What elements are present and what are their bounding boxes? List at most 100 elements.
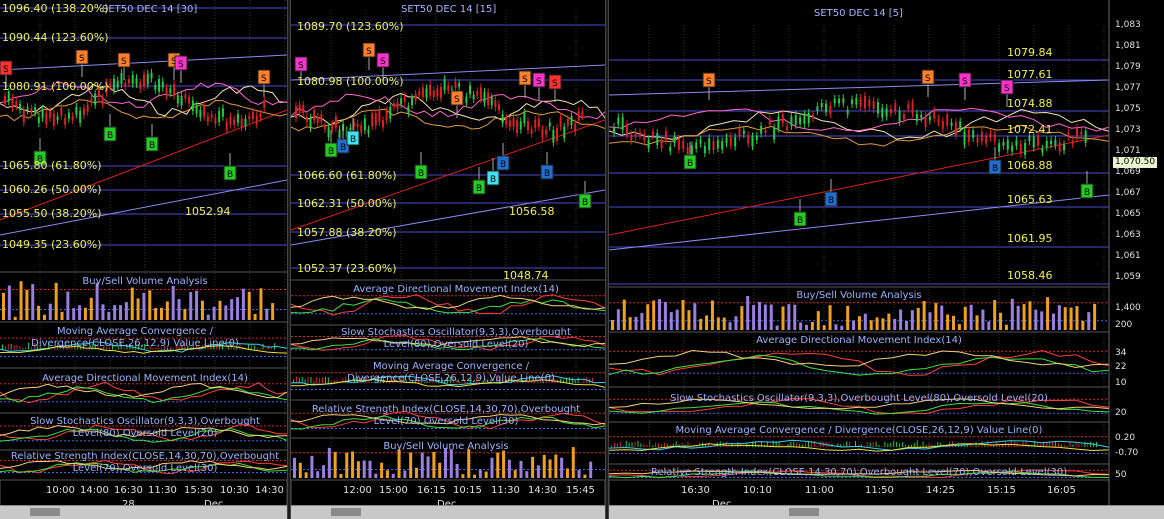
macd-histogram-bar xyxy=(316,376,318,384)
volume-bar xyxy=(236,297,240,320)
chart-pane-5min[interactable]: S S S S B B B B B SET50 DEC 14 [5] 1079.84 1077.… xyxy=(609,0,1164,519)
fib-level-label: 1065.80 (61.80%) xyxy=(2,159,102,172)
macd-histogram-bar xyxy=(913,442,915,448)
macd-histogram-bar xyxy=(769,444,771,448)
horizontal-scrollbar[interactable] xyxy=(609,505,1164,519)
indicator-line xyxy=(0,386,287,404)
candle-body xyxy=(389,106,392,119)
macd-histogram-bar xyxy=(1007,443,1009,448)
candle-body xyxy=(71,116,74,120)
indicator-tick: 0.20 xyxy=(1115,433,1136,443)
volume-bar xyxy=(461,474,465,478)
candle-body xyxy=(421,87,424,97)
macd-histogram-bar xyxy=(611,445,612,448)
scrollbar-thumb[interactable] xyxy=(331,508,361,516)
volume-bar xyxy=(675,309,679,330)
volume-bar xyxy=(565,468,569,478)
pane-splitter[interactable] xyxy=(287,0,291,519)
time-tick: 10:15 xyxy=(453,485,482,496)
candle-body xyxy=(1032,136,1035,148)
macd-histogram-bar xyxy=(502,379,504,384)
candle-body xyxy=(833,98,836,104)
candle-body xyxy=(378,109,381,122)
macd-histogram-bar xyxy=(734,445,736,448)
time-tick: 11:00 xyxy=(805,485,834,496)
candle-body xyxy=(859,98,862,107)
candle-body xyxy=(537,118,540,128)
candle-body xyxy=(751,136,754,147)
candle-body xyxy=(625,124,628,136)
volume-bar xyxy=(904,320,908,330)
candle-body xyxy=(764,129,767,133)
macd-histogram-bar xyxy=(109,347,111,350)
volume-bar xyxy=(54,282,58,320)
indicator-line xyxy=(609,469,1110,479)
macd-histogram-bar xyxy=(126,344,128,350)
chart-canvas-5min[interactable]: S S S S B B B B B xyxy=(609,0,1164,519)
moving-average-line xyxy=(609,124,1110,147)
macd-histogram-bar xyxy=(646,445,648,448)
macd-histogram-bar xyxy=(778,441,780,448)
candle-body xyxy=(176,95,179,104)
candle-body xyxy=(885,108,888,117)
volume-bar xyxy=(957,324,961,330)
macd-histogram-bar xyxy=(928,443,930,448)
candle-body xyxy=(742,130,745,135)
horizontal-scrollbar[interactable] xyxy=(291,505,605,519)
volume-bar xyxy=(1093,303,1097,330)
indicator-line xyxy=(0,341,287,353)
macd-histogram-bar xyxy=(737,442,739,448)
scrollbar-thumb[interactable] xyxy=(30,508,60,516)
macd-histogram-bar xyxy=(904,444,906,448)
candle-body xyxy=(251,111,254,120)
indicator-line xyxy=(0,424,287,442)
macd-histogram-bar xyxy=(464,379,466,384)
macd-histogram-bar xyxy=(114,348,116,350)
volume-bar xyxy=(148,290,152,320)
marker-letter: B xyxy=(227,170,233,180)
macd-histogram-bar xyxy=(884,441,886,448)
candle-body xyxy=(559,116,562,127)
sell-signal-marker xyxy=(0,60,13,76)
pane-splitter[interactable] xyxy=(605,0,609,519)
indicator-title-macd: Moving Average Convergence / Divergence(… xyxy=(347,361,555,384)
macd-histogram-bar xyxy=(371,381,373,384)
macd-histogram-bar xyxy=(649,440,651,448)
candle-body xyxy=(131,74,134,84)
volume-bar xyxy=(536,465,540,478)
candle-body xyxy=(158,79,161,92)
indicator-line xyxy=(0,345,287,354)
macd-histogram-bar xyxy=(253,345,255,350)
candle-body xyxy=(669,146,672,152)
candle-body xyxy=(581,111,584,116)
macd-histogram-bar xyxy=(565,377,567,384)
volume-bar xyxy=(928,312,932,330)
volume-bar xyxy=(48,303,52,320)
candle-body xyxy=(777,116,780,129)
scrollbar-thumb[interactable] xyxy=(789,508,819,516)
candle-body xyxy=(56,116,59,121)
candle-body xyxy=(630,134,633,141)
macd-histogram-bar xyxy=(887,443,889,448)
marker-letter: S xyxy=(121,57,127,67)
y-axis-tick: 1,075 xyxy=(1115,104,1141,114)
macd-histogram-bar xyxy=(490,379,492,384)
indicator-line xyxy=(0,460,287,471)
candle-body xyxy=(699,139,702,144)
candle-body xyxy=(309,118,312,129)
macd-histogram-bar xyxy=(519,381,521,384)
buy-signal-marker xyxy=(540,164,554,180)
volume-bar xyxy=(374,473,378,478)
candle-body xyxy=(472,94,475,100)
macd-histogram-bar xyxy=(452,378,454,384)
volume-bar xyxy=(1004,324,1008,330)
horizontal-scrollbar[interactable] xyxy=(0,505,287,519)
volume-bar xyxy=(934,303,938,330)
candle-body xyxy=(229,116,232,125)
volume-bar xyxy=(165,301,169,320)
volume-bar xyxy=(72,308,76,320)
